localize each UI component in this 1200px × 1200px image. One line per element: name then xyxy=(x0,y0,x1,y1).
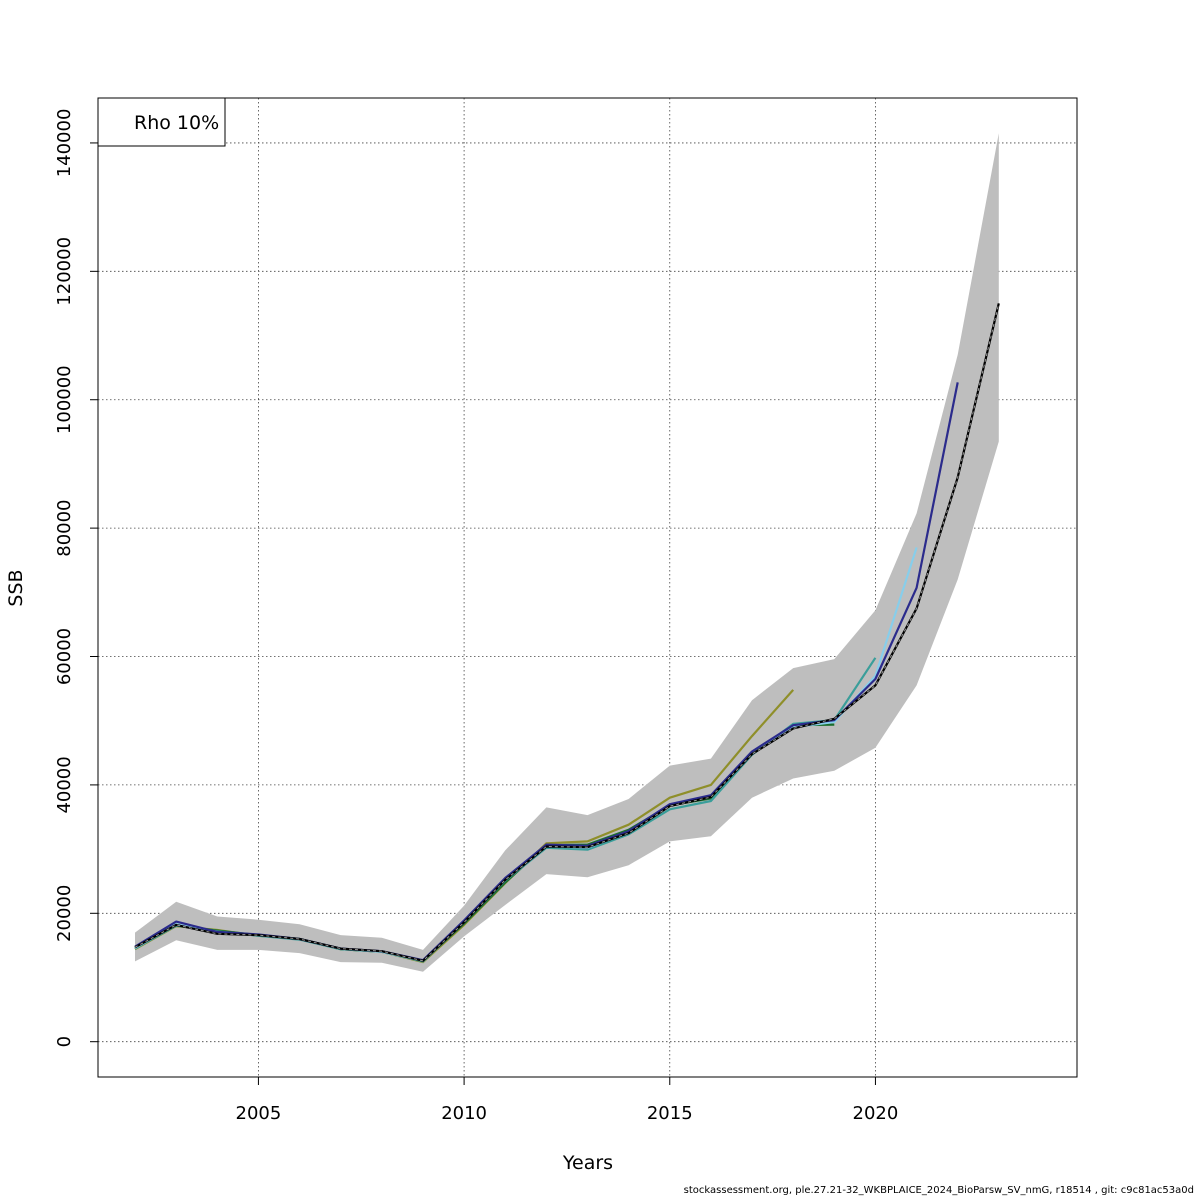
x-axis-title: Years xyxy=(562,1152,613,1174)
plot-frame xyxy=(97,97,1078,1078)
y-tick-label: 120000 xyxy=(54,237,75,306)
grid-lines xyxy=(98,98,1077,1077)
confidence-band-layer xyxy=(135,133,999,972)
y-axis: 0 20000 40000 60000 80000 100000 120000 140000 xyxy=(54,109,98,1047)
y-tick-label: 80000 xyxy=(54,499,75,556)
legend-box: Rho 10% xyxy=(97,97,226,147)
y-tick-label: 60000 xyxy=(54,628,75,685)
x-tick-label: 2015 xyxy=(647,1103,693,1124)
x-tick-label: 2010 xyxy=(441,1103,487,1124)
y-tick-label: 140000 xyxy=(54,109,75,178)
x-tick-label: 2005 xyxy=(236,1103,282,1124)
x-axis: 2005 2010 2015 2020 xyxy=(236,1077,899,1124)
series-layer xyxy=(134,303,1000,964)
y-tick-label: 0 xyxy=(54,1036,75,1047)
x-tick-label: 2020 xyxy=(853,1103,899,1124)
series-line-0 xyxy=(134,303,1000,962)
footer-caption: stockassessment.org, ple.27.21-32_WKBPLA… xyxy=(683,1185,1194,1196)
legend-text: Rho 10% xyxy=(134,112,219,134)
y-tick-label: 40000 xyxy=(54,756,75,813)
confidence-band xyxy=(135,133,999,972)
y-tick-label: 20000 xyxy=(54,885,75,942)
y-tick-label: 100000 xyxy=(54,365,75,434)
y-axis-title: SSB xyxy=(5,569,27,606)
